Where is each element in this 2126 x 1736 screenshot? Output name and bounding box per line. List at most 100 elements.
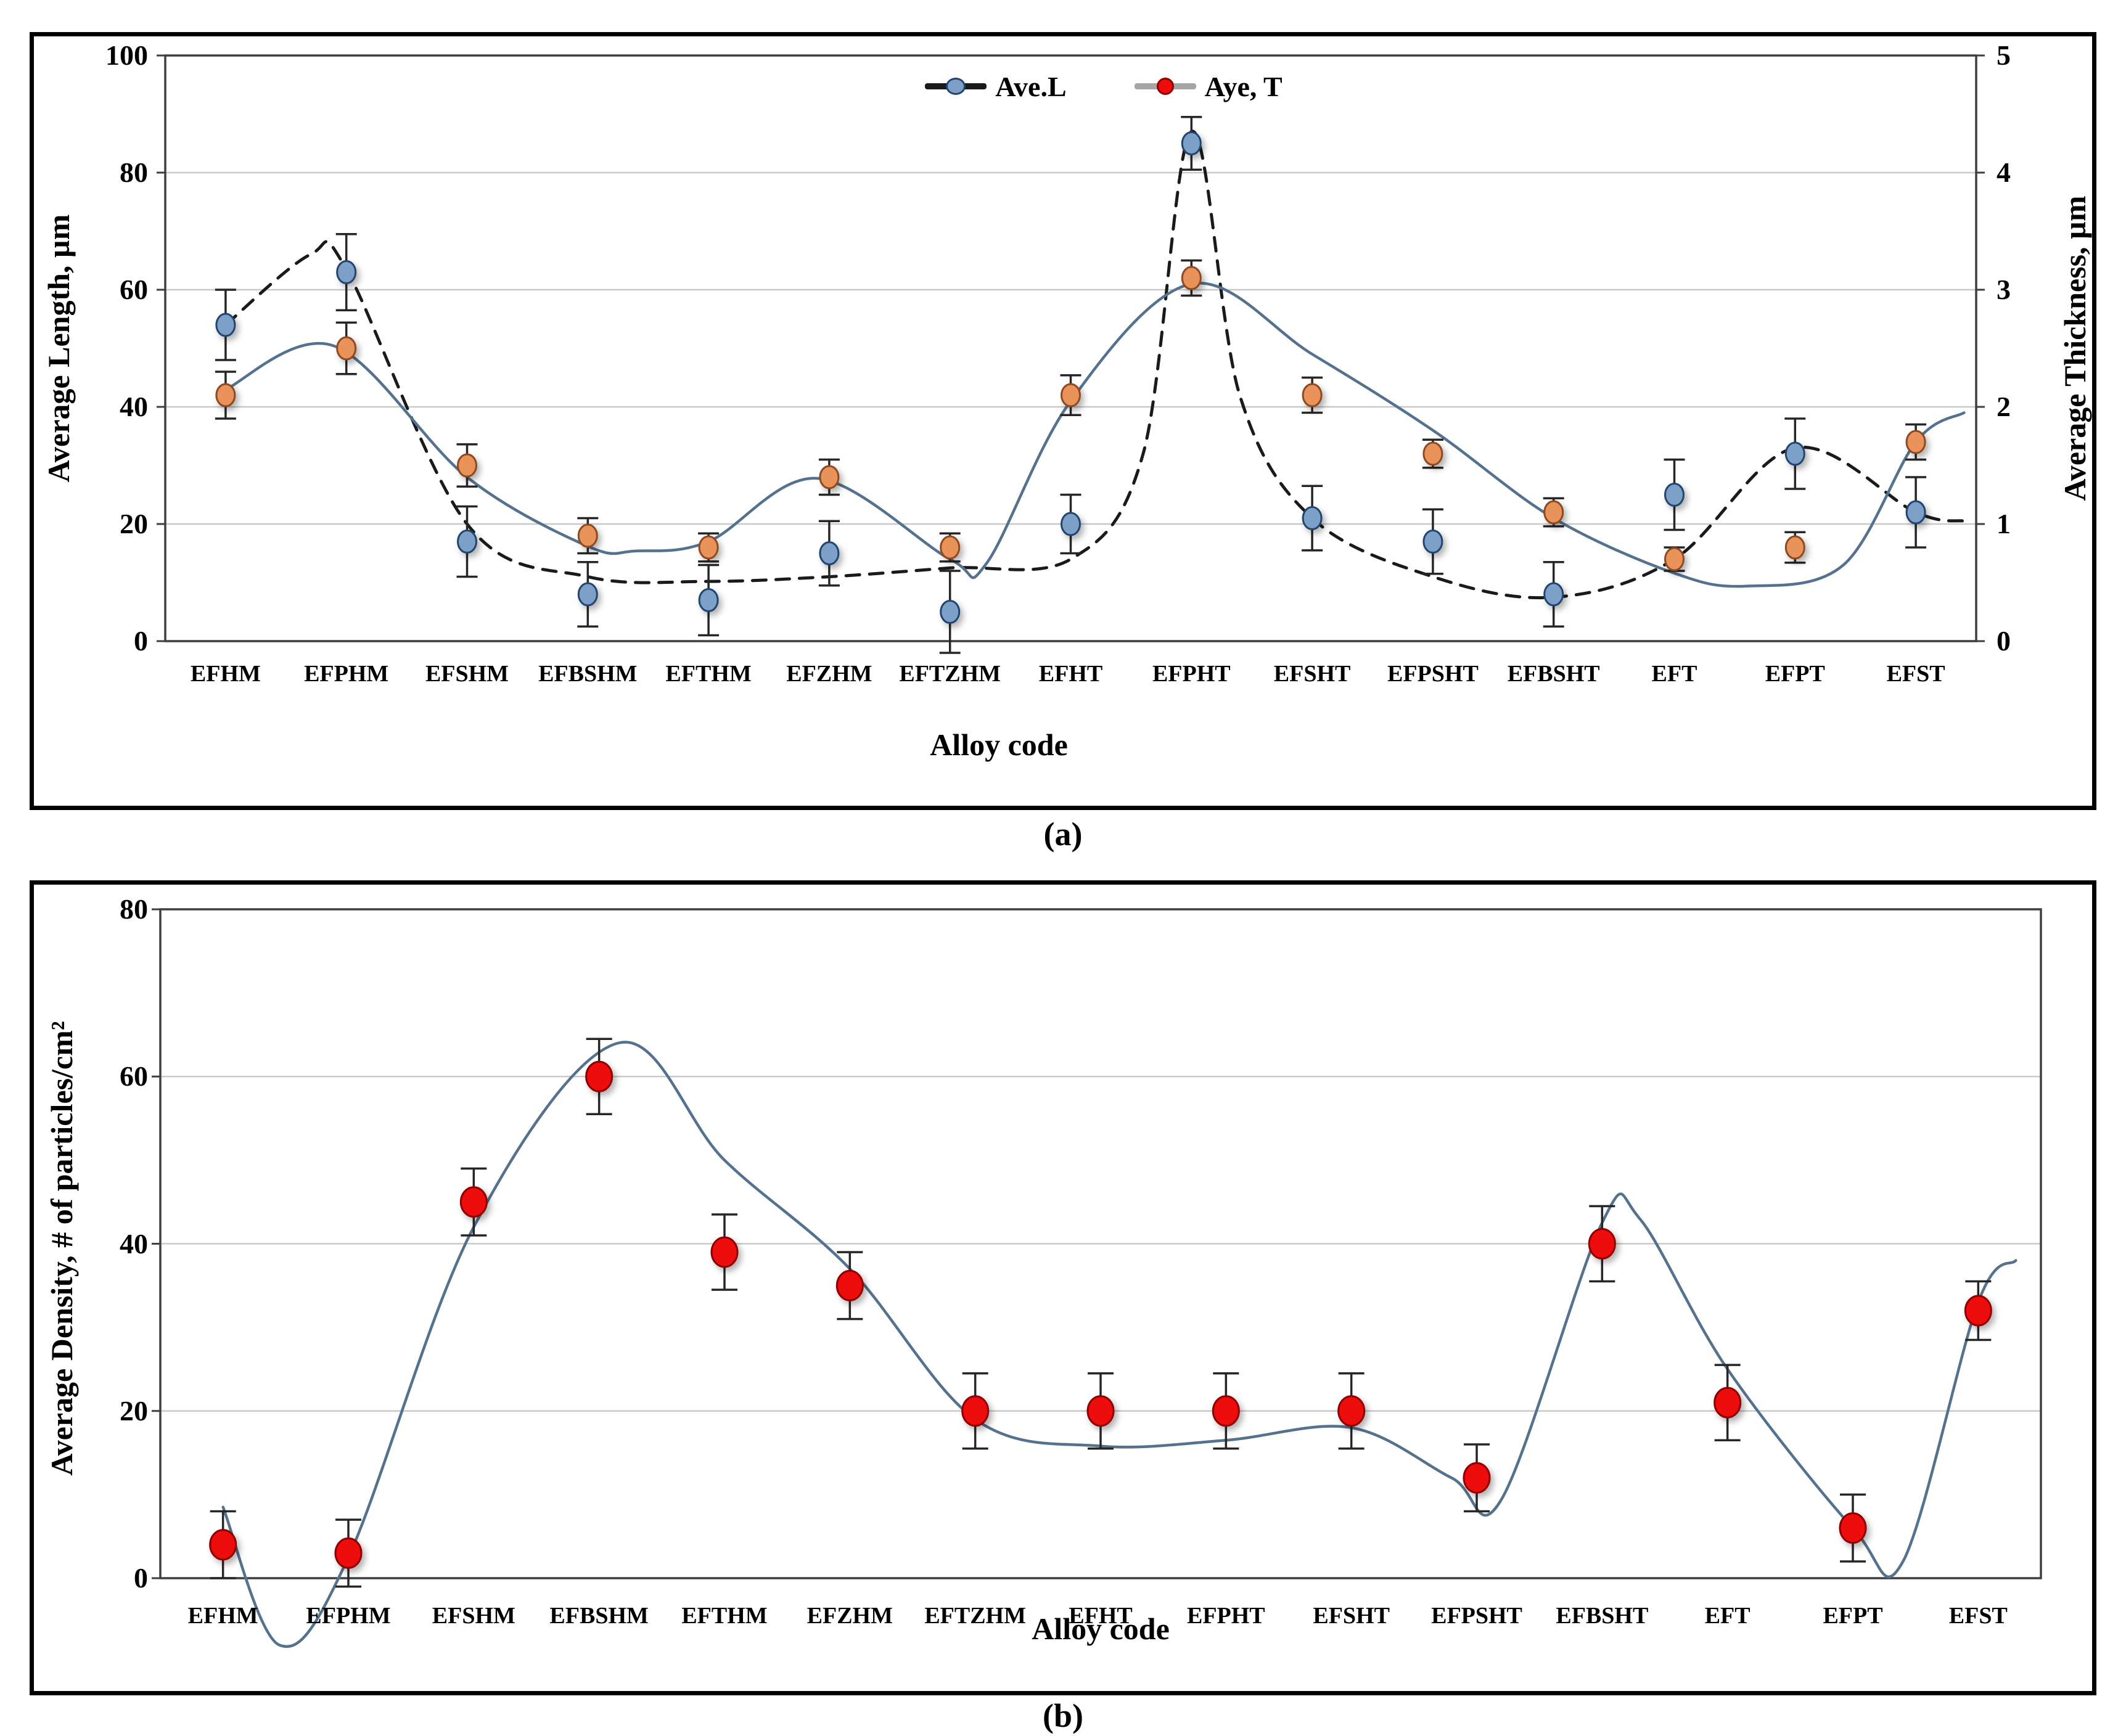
data-point-marker [1061,512,1081,536]
y-right-tick-label: 5 [1997,39,2011,71]
data-point-marker [710,1236,739,1268]
y-left-tick-label: 40 [120,391,148,422]
x-category-label: EFHT [1069,1603,1133,1629]
y-right-tick-label: 4 [1997,157,2011,188]
legend: Ave.L Aye, T [826,62,1381,111]
y-left-tick-label: 60 [120,274,148,305]
x-category-label: EFBSHM [549,1603,649,1629]
y-left-tick-label: 80 [120,157,148,188]
data-point-marker [1086,1395,1115,1427]
legend-ave-t-marker [1134,78,1196,95]
x-category-label: EFBSHT [1556,1603,1649,1629]
data-point-marker [209,1529,237,1561]
error-bar [456,505,478,578]
error-bar [1964,1280,1992,1341]
error-bar [1714,1364,1742,1441]
data-point-marker [457,453,477,478]
error-bar [1588,1205,1616,1283]
y-left-tick-label: 100 [105,39,148,71]
legend-item-ave-l: Ave.L [925,70,1067,103]
y-left-tick-label: 60 [120,1060,148,1092]
x-category-label: EFST [1948,1603,2008,1629]
error-bar [209,1510,237,1579]
legend-label-ave-l: Ave.L [995,70,1067,102]
data-point-marker [940,600,961,624]
data-point-marker [1784,441,1805,466]
error-bar [215,371,236,420]
error-bar [456,443,478,488]
legend-ave-l-marker [925,78,987,95]
data-point-marker [1422,530,1443,554]
error-bar [1905,476,1927,549]
error-bar [1212,1372,1240,1450]
data-point-marker [819,541,840,565]
panel-b-x-axis-title: Alloy code [1032,1611,1170,1646]
data-point-marker [1543,582,1564,607]
x-category-label: EFSHT [1273,661,1351,687]
error-bar [698,532,720,563]
y-left-tick-label: 20 [120,508,148,539]
x-category-label: EFT [1651,661,1697,687]
data-point-marker [1302,506,1323,530]
data-point-marker [1422,441,1443,466]
x-category-label: EFSHM [425,661,509,687]
data-point-marker [1664,483,1685,507]
y-right-tick-label: 0 [1997,625,2011,657]
panel-a-x-axis-title: Alloy code [930,727,1068,762]
error-bar [577,561,599,628]
error-bar [1181,116,1202,171]
x-category-label: EFPHM [306,1603,391,1629]
error-bar [818,520,840,587]
y-left-tick-label: 0 [134,1562,148,1594]
error-bar [835,1251,864,1320]
error-bar [961,1372,990,1450]
data-point-marker [577,523,598,548]
error-bar [1543,497,1564,528]
caption-a: (a) [1043,816,1083,853]
x-category-label: EFPSHT [1431,1603,1522,1629]
x-category-label: EFBSHT [1507,661,1600,687]
data-point-marker [1905,430,1926,454]
y-right-tick-label: 2 [1997,391,2011,422]
y-right-tick-label: 3 [1997,274,2011,305]
data-point-marker [698,588,719,612]
x-category-label: EFSHM [432,1603,515,1629]
data-point-marker [577,582,598,607]
x-category-label: EFPT [1823,1603,1883,1629]
data-point-marker [1905,500,1926,525]
x-category-label: EFPSHT [1387,661,1479,687]
error-bar [1302,376,1323,414]
error-bar [1543,561,1564,628]
x-category-label: EFTHM [665,661,752,687]
data-point-marker [835,1269,864,1301]
error-bar [939,570,961,654]
x-category-label: EFST [1886,661,1945,687]
y-left-tick-label: 40 [120,1227,148,1259]
error-bar [1086,1372,1115,1450]
plot-border [164,54,1977,642]
data-point-marker [1212,1395,1240,1427]
x-category-label: EFTZHM [899,661,1001,687]
error-bar [1060,374,1081,417]
data-point-marker [1463,1462,1491,1494]
error-bar [1664,546,1685,572]
data-point-marker [1181,266,1202,290]
error-bar [1422,508,1443,575]
x-category-label: EFTZHM [924,1603,1026,1629]
error-bar [1302,485,1323,552]
error-bar [710,1213,739,1291]
panel-b-plot [152,908,2042,1648]
x-category-label: EFSHT [1313,1603,1390,1629]
error-bar [459,1167,488,1237]
x-category-label: EFZHM [806,1603,893,1629]
x-category-label: EFHM [190,661,261,687]
error-bar [585,1038,614,1116]
data-point-marker [940,535,961,560]
data-point-marker [215,383,236,407]
data-point-marker [1181,131,1202,155]
error-bar [1784,531,1806,564]
panel-a-right-axis-title: Average Thickness, µm [2058,195,2092,501]
panel-a-plot [157,54,1985,654]
data-point-marker [585,1060,614,1092]
